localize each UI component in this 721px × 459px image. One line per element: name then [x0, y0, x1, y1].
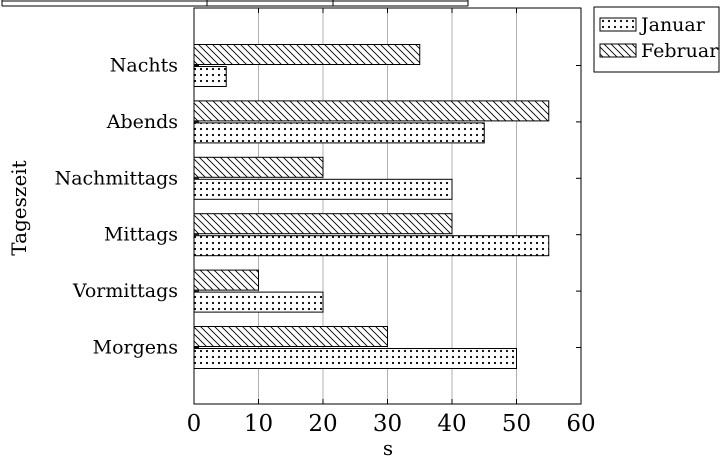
x-axis-label: s	[383, 436, 393, 459]
bar-februar-mittags	[193, 213, 453, 235]
bar-januar-mittags	[193, 235, 550, 257]
legend: Januar Februar	[593, 6, 720, 73]
x-tick-label: 20	[308, 411, 337, 437]
legend-label-februar: Februar	[641, 40, 719, 62]
top-clipped-frame	[1, 0, 469, 7]
bar-januar-vormittags	[193, 291, 324, 313]
y-tick-label: Vormittags	[72, 280, 178, 302]
x-tick-label: 30	[373, 411, 402, 437]
x-tick-label: 60	[566, 411, 595, 437]
bars	[193, 44, 550, 369]
x-tick-label: 40	[437, 411, 466, 437]
y-tick-label: Nachmittags	[55, 167, 178, 189]
legend-swatch-januar	[599, 17, 637, 32]
bar-februar-abends	[193, 100, 550, 122]
y-axis-label: Tageszeit	[7, 160, 31, 255]
y-tick-label: Morgens	[93, 337, 178, 359]
axis-ticks	[193, 8, 582, 404]
x-tick-label: 10	[244, 411, 273, 437]
x-tick-labels: 0 10 20 30 40 50 60	[187, 411, 596, 437]
bar-februar-morgens	[193, 326, 388, 347]
y-tick-labels: Morgens Vormittags Mittags Nachmittags Abend…	[55, 55, 178, 359]
bar-februar-vormittags	[193, 269, 259, 291]
bar-januar-nachts	[193, 66, 227, 87]
bar-januar-nachmittags	[193, 178, 453, 200]
x-tick-label: 50	[502, 411, 531, 437]
legend-label-januar: Januar	[639, 14, 706, 36]
bar-februar-nachmittags	[193, 156, 324, 178]
x-tick-label: 0	[187, 411, 202, 437]
bar-februar-nachts	[193, 44, 421, 65]
bar-januar-abends	[193, 122, 485, 144]
bar-januar-morgens	[193, 348, 517, 369]
legend-swatch-februar	[599, 43, 637, 58]
y-tick-label: Nachts	[110, 55, 178, 77]
y-tick-label: Mittags	[104, 224, 178, 246]
y-tick-label: Abends	[106, 111, 178, 133]
